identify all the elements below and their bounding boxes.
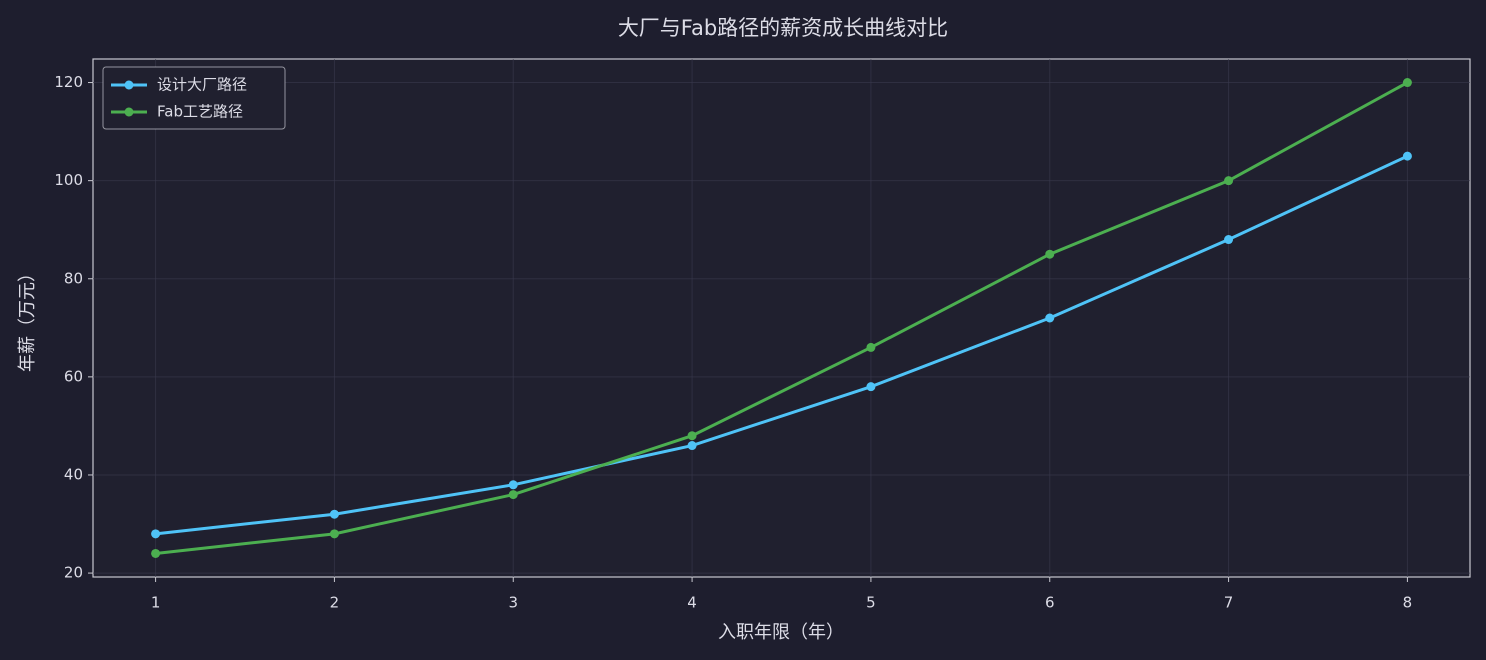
x-tick-label: 4 bbox=[687, 594, 697, 612]
y-tick-label: 60 bbox=[64, 367, 83, 385]
legend: 设计大厂路径 Fab工艺路径 bbox=[102, 66, 286, 130]
series-line bbox=[155, 154, 1409, 536]
x-tick-label: 1 bbox=[151, 594, 161, 612]
data-point bbox=[1402, 151, 1412, 161]
data-point bbox=[1045, 313, 1055, 323]
y-axis-label: 年薪（万元） bbox=[17, 264, 38, 372]
data-point bbox=[1224, 176, 1234, 186]
y-tick-label: 20 bbox=[64, 564, 83, 582]
legend-box bbox=[102, 66, 286, 130]
y-tick-label: 100 bbox=[54, 171, 83, 189]
legend-label: 设计大厂路径 bbox=[157, 76, 247, 94]
data-point bbox=[866, 342, 876, 352]
plot-area bbox=[92, 58, 1471, 578]
data-point bbox=[866, 382, 876, 392]
y-tick-label: 120 bbox=[54, 73, 83, 91]
data-point bbox=[508, 490, 518, 500]
x-tick-label: 8 bbox=[1403, 594, 1413, 612]
x-tick-label: 3 bbox=[508, 594, 518, 612]
chart-title: 大厂与Fab路径的薪资成长曲线对比 bbox=[618, 16, 948, 40]
data-point bbox=[1402, 78, 1412, 88]
legend-marker bbox=[124, 107, 134, 117]
y-tick-label: 40 bbox=[64, 465, 83, 483]
y-tick-label: 80 bbox=[64, 269, 83, 287]
data-point bbox=[329, 509, 339, 519]
data-point bbox=[687, 441, 697, 451]
data-point bbox=[508, 480, 518, 490]
series-line bbox=[155, 81, 1409, 555]
x-tick-label: 6 bbox=[1045, 594, 1055, 612]
legend-marker bbox=[124, 80, 134, 90]
legend-label: Fab工艺路径 bbox=[157, 103, 243, 121]
data-point bbox=[329, 529, 339, 539]
x-tick-label: 2 bbox=[330, 594, 340, 612]
x-tick-label: 7 bbox=[1224, 594, 1234, 612]
data-point bbox=[1045, 249, 1055, 259]
data-point bbox=[687, 431, 697, 441]
data-point bbox=[1224, 235, 1234, 245]
data-point bbox=[151, 529, 161, 539]
x-axis-label: 入职年限（年） bbox=[718, 622, 844, 643]
data-point bbox=[151, 548, 161, 558]
x-tick-label: 5 bbox=[866, 594, 876, 612]
